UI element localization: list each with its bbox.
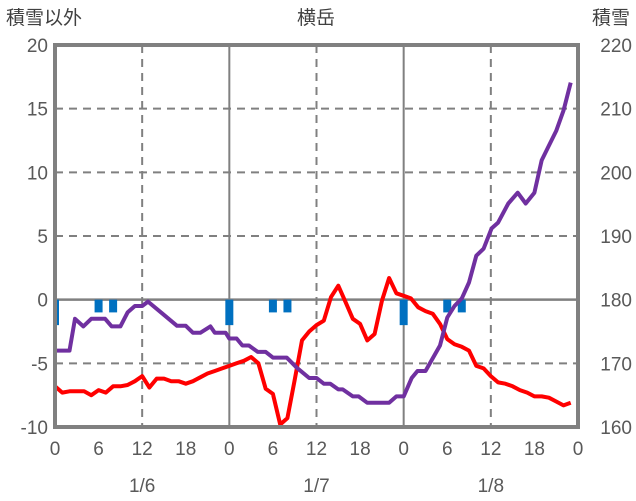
x-tick-label: 6	[93, 439, 104, 460]
date-label: 1/7	[303, 476, 329, 497]
precipitation-bar	[283, 299, 292, 313]
x-tick-label: 0	[398, 439, 409, 460]
left-tick-label: -10	[21, 418, 48, 439]
right-tick-label: 180	[600, 291, 632, 312]
x-tick-label: 0	[573, 439, 584, 460]
x-tick-label: 12	[306, 439, 327, 460]
precipitation-bar	[457, 299, 466, 313]
date-label: 1/6	[129, 476, 155, 497]
x-tick-label: 18	[350, 439, 371, 460]
x-tick-label: 12	[132, 439, 153, 460]
precipitation-bar	[443, 299, 452, 313]
precipitation-bar	[94, 299, 103, 313]
snow_depth-line	[55, 82, 573, 405]
right-axis-title: 積雪	[592, 7, 630, 29]
x-tick-label: 12	[480, 439, 501, 460]
x-tick-label: 0	[50, 439, 61, 460]
temperature-line	[53, 276, 572, 427]
x-tick-label: 0	[224, 439, 235, 460]
precipitation-bar	[109, 299, 118, 313]
grid	[55, 45, 578, 427]
plot-frame	[53, 43, 580, 429]
left-tick-label: 5	[37, 227, 48, 248]
precipitation-bars	[55, 299, 466, 326]
series-lines	[53, 82, 573, 427]
x-tick-label: 6	[268, 439, 279, 460]
right-tick-label: 160	[600, 418, 632, 439]
left-tick-label: 15	[27, 100, 48, 121]
precipitation-bar	[399, 299, 408, 326]
left-tick-label: -5	[31, 354, 48, 375]
right-tick-label: 200	[600, 163, 632, 184]
left-tick-label: 10	[27, 163, 48, 184]
x-tick-label: 18	[175, 439, 196, 460]
left-tick-label: 0	[37, 291, 48, 312]
left-axis-title: 積雪以外	[6, 7, 82, 29]
precipitation-bar	[268, 299, 277, 313]
left-tick-label: 20	[27, 36, 48, 57]
date-label: 1/8	[478, 476, 504, 497]
right-tick-label: 220	[600, 36, 632, 57]
precipitation-bar	[225, 299, 234, 326]
right-tick-label: 210	[600, 100, 632, 121]
right-tick-label: 190	[600, 227, 632, 248]
x-tick-label: 18	[524, 439, 545, 460]
x-tick-label: 6	[442, 439, 453, 460]
chart-title: 横岳	[297, 7, 335, 29]
right-tick-label: 170	[600, 354, 632, 375]
